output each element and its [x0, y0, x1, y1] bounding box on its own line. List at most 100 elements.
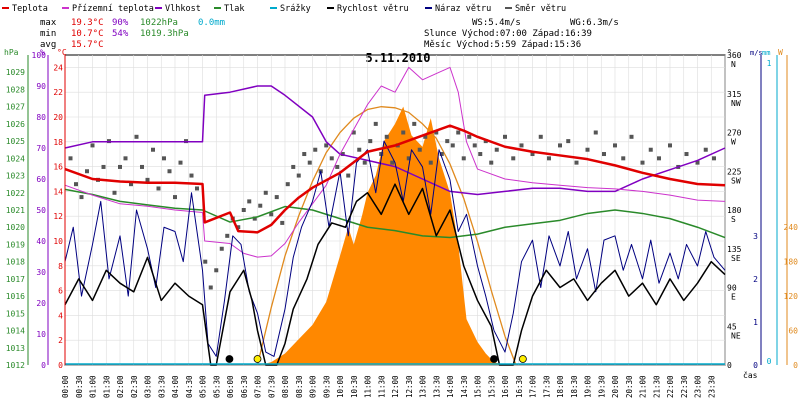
x-tick: 15:00: [474, 375, 483, 398]
wind-direction-point: [558, 143, 562, 148]
wind-direction-point: [351, 130, 356, 135]
hpa-tick: 1027: [6, 103, 25, 112]
solar-tick: 60: [788, 327, 798, 336]
x-tick: 21:30: [652, 375, 661, 398]
hpa-tick: 1024: [6, 154, 25, 163]
stats-block: max 19.3°C 90% 1022hPa 0.0mm min 10.7°C …: [40, 18, 619, 50]
wind-direction-point: [629, 134, 634, 139]
hpa-tick: 1023: [6, 172, 25, 181]
stat-avg-temp: 15.7°C: [71, 40, 104, 50]
x-tick: 06:30: [240, 375, 249, 398]
x-tick: 05:30: [212, 375, 221, 398]
legend-item: Vlhkost: [165, 4, 201, 14]
hpa-tick: 1016: [6, 292, 25, 301]
wind-direction-point: [195, 186, 199, 191]
direction-tick-label: SE: [731, 254, 741, 263]
direction-tick: 90: [727, 284, 737, 293]
wind-direction-point: [461, 156, 466, 161]
wind-direction-point: [178, 160, 183, 165]
wind-direction-point: [189, 173, 194, 178]
wind-direction-point: [684, 152, 689, 157]
x-axis: 00:00 00:30 01:00 01:30 02:00 02:30 03:00 03:30…: [61, 375, 716, 398]
wind-direction-point: [547, 156, 551, 161]
wind-direction-point: [640, 160, 645, 165]
wind-direction-point: [574, 160, 579, 165]
wind-gust-line: [64, 140, 726, 357]
wind-direction-point: [428, 160, 433, 165]
x-tick: 19:30: [597, 375, 606, 398]
direction-axis-unit: °: [727, 48, 732, 57]
x-tick: 04:30: [185, 375, 194, 398]
temperature-tick: 0: [58, 361, 63, 370]
humidity-tick: 100: [32, 51, 47, 60]
stat-rain: 0.0mm: [198, 18, 225, 28]
wind-direction-point: [302, 152, 307, 157]
wind-direction-point: [503, 134, 507, 139]
hpa-tick: 1022: [6, 189, 25, 198]
x-tick: 08:30: [295, 375, 304, 398]
wind-direction-point: [252, 216, 257, 221]
direction-tick-label: N: [731, 60, 736, 69]
stat-avg-label: avg: [40, 40, 56, 50]
legend: Teplota Přízemní teplota Vlhkost Tlak Srážky…: [2, 4, 566, 14]
wind-tick: 0: [753, 361, 758, 370]
solar-tick: 240: [784, 223, 799, 232]
x-tick: 15:30: [487, 375, 496, 398]
stat-max-temp: 19.3°C: [71, 18, 104, 28]
stat-moon: Měsíc Východ:5:59 Západ:15:36: [424, 40, 581, 50]
rain-tick: 0: [767, 357, 772, 366]
rain-tick: 1: [767, 59, 772, 68]
wind-direction-point: [406, 156, 411, 161]
wind-direction-point: [530, 152, 535, 157]
humidity-tick: 40: [36, 237, 46, 246]
rain-axis-unit: mm: [762, 49, 770, 57]
hpa-tick: 1013: [6, 344, 25, 353]
x-tick: 01:00: [89, 375, 98, 398]
wind-direction-point: [450, 143, 455, 148]
x-tick: 03:00: [144, 375, 153, 398]
wind-direction-point: [712, 156, 716, 161]
legend-item: Směr větru: [515, 4, 566, 14]
temperature-tick: 20: [53, 113, 63, 122]
x-tick: 14:00: [446, 375, 455, 398]
wind-direction-point: [456, 130, 461, 135]
stat-wind-speed: WS:5.4m/s: [472, 18, 521, 28]
wind-direction-point: [357, 147, 362, 152]
stat-sun: Slunce Východ:07:00 Západ:16:39: [424, 29, 592, 39]
x-axis-label: čas: [743, 370, 758, 380]
wind-direction-point: [621, 156, 626, 161]
hpa-tick: 1026: [6, 120, 25, 129]
x-tick: 11:30: [377, 375, 386, 398]
x-tick: 23:00: [694, 375, 703, 398]
wind-direction-point: [335, 164, 340, 169]
wind-direction-point: [236, 225, 241, 230]
x-tick: 13:30: [432, 375, 441, 398]
left-axes: hPa% °C1029102810271026102510241023102210…: [4, 48, 67, 370]
direction-tick: 180: [727, 206, 742, 215]
direction-tick: 0: [727, 361, 732, 370]
wind-direction-point: [478, 152, 483, 157]
hpa-tick: 1018: [6, 258, 25, 267]
wind-direction-point: [417, 147, 422, 152]
wind-direction-point: [274, 195, 279, 200]
right-axes: ° m/s mm W360N315NW270W225SW180S135SE90E45N…: [727, 48, 798, 370]
wind-direction-point: [401, 130, 406, 135]
direction-tick: 360: [727, 51, 742, 60]
wind-direction-point: [695, 160, 700, 165]
stat-min-label: min: [40, 29, 56, 39]
wind-direction-point: [346, 173, 351, 178]
wind-direction-point: [602, 152, 606, 157]
solar-tick: 180: [784, 258, 799, 267]
direction-tick-label: W: [731, 138, 736, 147]
temperature-tick: 22: [53, 88, 63, 97]
wind-direction-point: [324, 143, 329, 148]
series-lines: [64, 66, 726, 366]
sun-moon-markers: [225, 355, 527, 363]
hpa-tick: 1021: [6, 206, 25, 215]
wind-direction-point: [445, 139, 450, 144]
temperature-tick: 18: [53, 138, 63, 147]
x-tick: 14:30: [460, 375, 469, 398]
wind-tick: 1: [753, 318, 758, 327]
wind-direction-point: [313, 147, 318, 152]
